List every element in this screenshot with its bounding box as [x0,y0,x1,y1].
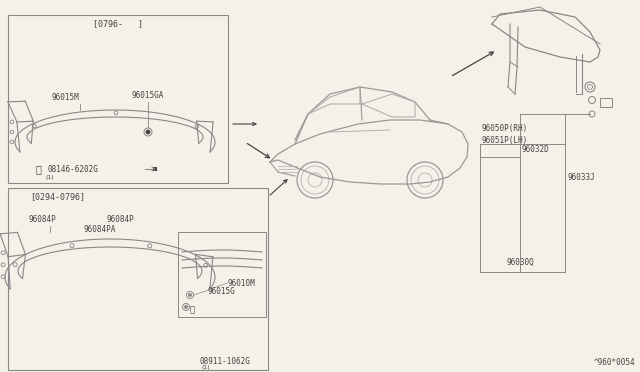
Bar [600,98,612,107]
Text: 96015G: 96015G [208,286,236,295]
Text: 96051P(LH): 96051P(LH) [482,135,528,144]
Text: 96033J: 96033J [568,173,596,182]
Text: [0796-   ]: [0796- ] [93,19,143,28]
Bar [153,167,157,171]
Circle shape [146,130,150,134]
Text: 96050P(RH): 96050P(RH) [482,125,528,134]
Text: [0294-0796]: [0294-0796] [31,192,86,201]
Text: 96015M: 96015M [51,93,79,102]
Text: Ⓢ: Ⓢ [35,164,41,174]
Bar [8,188,268,370]
Text: 96084P: 96084P [106,215,134,224]
Text: Ⓝ: Ⓝ [190,305,195,314]
Text: ^960*0054: ^960*0054 [593,358,635,367]
Bar [8,15,228,183]
Text: 08146-6202G: 08146-6202G [47,164,98,173]
Text: 96084P: 96084P [28,215,56,224]
Text: (1): (1) [202,366,211,371]
Text: 08911-1062G: 08911-1062G [200,357,251,366]
Bar [178,232,266,317]
Text: 96015GA: 96015GA [132,91,164,100]
Circle shape [189,294,191,296]
Text: 96084PA: 96084PA [84,225,116,234]
Circle shape [184,305,188,308]
Text: 96032D: 96032D [522,145,550,154]
Text: 96010M: 96010M [228,279,256,288]
Text: (1): (1) [45,174,54,180]
Text: 96030Q: 96030Q [506,257,534,266]
